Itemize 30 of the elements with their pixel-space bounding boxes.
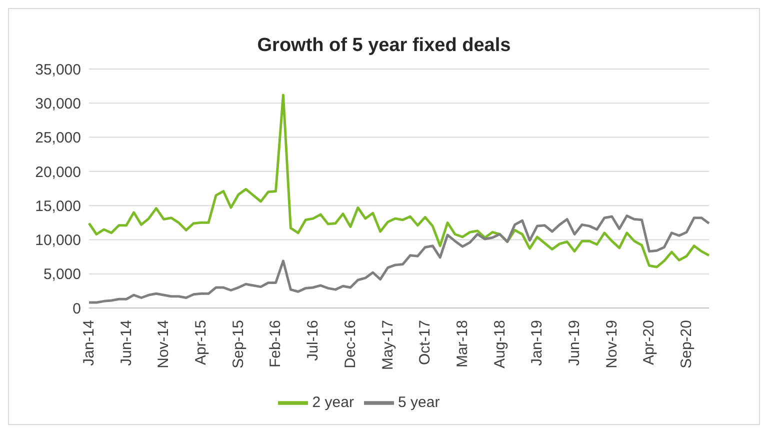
x-tick-label: Mar-18	[454, 320, 471, 368]
x-tick-label: Aug-18	[491, 320, 508, 368]
x-tick-label: Sep-20	[678, 320, 696, 368]
x-tick-label: Feb-16	[267, 320, 284, 368]
chart-title: Growth of 5 year fixed deals	[256, 35, 512, 58]
x-tick-label: Jan-19	[528, 320, 546, 366]
x-tick-label: Apr-15	[192, 320, 210, 366]
x-tick-label: May-17	[379, 320, 396, 370]
x-tick-label: Sep-15	[230, 320, 247, 368]
y-tick-label: 0	[72, 300, 81, 318]
y-tick-label: 20,000	[35, 164, 81, 181]
x-tick-label: Jan-14	[80, 320, 98, 366]
x-tick-label: Jun-19	[566, 320, 584, 366]
y-tick-label: 10,000	[35, 232, 81, 250]
x-tick-label: Nov-19	[603, 320, 620, 368]
legend-label: 2 year	[312, 394, 354, 411]
x-tick-label: Nov-14	[155, 320, 172, 368]
y-tick-label: 5,000	[43, 266, 81, 284]
y-tick-label: 30,000	[35, 95, 81, 112]
x-tick-label: Dec-16	[342, 320, 359, 368]
x-tick-label: Apr-20	[640, 320, 658, 366]
y-tick-label: 15,000	[35, 198, 81, 215]
legend-label: 5 year	[398, 394, 440, 411]
y-tick-label: 35,000	[35, 61, 81, 78]
x-tick-label: Oct-17	[416, 320, 434, 366]
line-series	[88, 94, 710, 268]
y-tick-label: 25,000	[35, 130, 81, 147]
x-tick-label: Jun-14	[118, 320, 135, 366]
x-tick-label: Jul-16	[304, 320, 322, 361]
line-series	[88, 214, 710, 304]
